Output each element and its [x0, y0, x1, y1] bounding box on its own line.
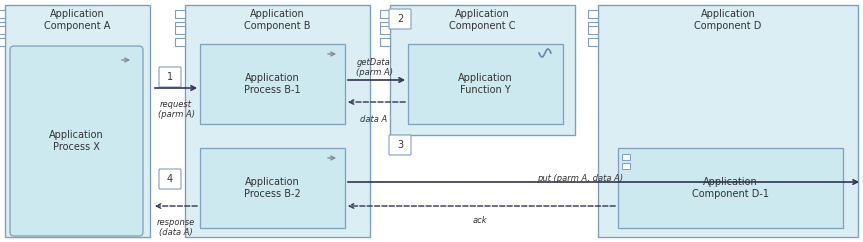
Text: Application
Process B-2: Application Process B-2	[244, 177, 301, 199]
Bar	[380, 10, 390, 18]
Text: Application
Process B-1: Application Process B-1	[244, 73, 301, 95]
Bar	[175, 10, 185, 18]
Bar	[0, 10, 5, 18]
Text: request
(parm A): request (parm A)	[158, 100, 194, 119]
Text: 4: 4	[167, 174, 173, 184]
Bar	[175, 38, 185, 46]
Bar	[175, 26, 185, 34]
Bar	[380, 26, 390, 34]
FancyBboxPatch shape	[389, 135, 411, 155]
Text: data A: data A	[361, 115, 387, 124]
Bar	[380, 38, 390, 46]
FancyBboxPatch shape	[390, 5, 575, 135]
FancyBboxPatch shape	[408, 44, 563, 124]
Bar	[0, 22, 5, 30]
FancyBboxPatch shape	[618, 148, 843, 228]
Text: Application
Component A: Application Component A	[44, 9, 110, 30]
Bar	[588, 26, 598, 34]
FancyBboxPatch shape	[389, 9, 411, 29]
FancyBboxPatch shape	[5, 5, 150, 237]
Bar	[588, 10, 598, 18]
Text: Application
Component D: Application Component D	[695, 9, 762, 30]
Text: response
(data A): response (data A)	[157, 218, 195, 237]
Bar	[0, 26, 5, 34]
Bar	[0, 38, 5, 46]
Text: Application
Component D-1: Application Component D-1	[692, 177, 769, 199]
Text: ack: ack	[473, 216, 488, 225]
Text: Application
Component B: Application Component B	[244, 9, 311, 30]
Bar	[380, 22, 390, 30]
Text: put (parm A, data A): put (parm A, data A)	[537, 174, 623, 183]
Text: Application
Function Y: Application Function Y	[458, 73, 513, 95]
Text: 3: 3	[397, 140, 403, 150]
Bar	[588, 38, 598, 46]
Bar	[622, 154, 630, 160]
Text: 1: 1	[167, 72, 173, 82]
Text: getData
(parm A): getData (parm A)	[356, 58, 393, 77]
FancyBboxPatch shape	[200, 44, 345, 124]
Text: Application
Process X: Application Process X	[49, 130, 104, 152]
FancyBboxPatch shape	[598, 5, 858, 237]
FancyBboxPatch shape	[159, 169, 181, 189]
FancyBboxPatch shape	[185, 5, 370, 237]
Text: 2: 2	[397, 14, 403, 24]
FancyBboxPatch shape	[10, 46, 143, 236]
Bar	[622, 163, 630, 169]
FancyBboxPatch shape	[200, 148, 345, 228]
Bar	[175, 22, 185, 30]
FancyBboxPatch shape	[159, 67, 181, 87]
Bar	[588, 22, 598, 30]
Text: Application
Component C: Application Component C	[450, 9, 516, 30]
